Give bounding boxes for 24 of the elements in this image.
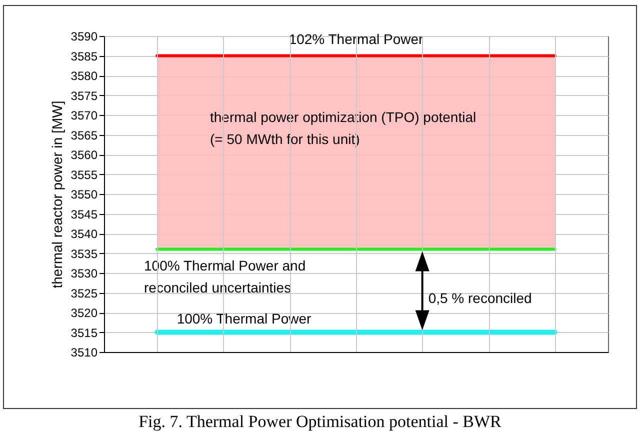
annotation: 0,5 % reconciled bbox=[428, 290, 532, 306]
y-tick-label: 3535 bbox=[70, 246, 98, 261]
y-tick-label: 3565 bbox=[70, 128, 98, 142]
y-tick-label: 3555 bbox=[70, 168, 98, 182]
y-tick-label: 3585 bbox=[70, 49, 98, 64]
y-tick-label: 3575 bbox=[70, 88, 98, 103]
series-label: 100% Thermal Power and reconciled uncertainties bbox=[144, 257, 306, 296]
y-tick-label: 3515 bbox=[70, 326, 98, 340]
series-label: 100% Thermal Power bbox=[176, 310, 312, 326]
y-tick-label: 3545 bbox=[70, 207, 98, 222]
y-tick-label: 3590 bbox=[70, 30, 98, 44]
y-tick-label: 3520 bbox=[70, 306, 98, 320]
y-tick-label: 3530 bbox=[70, 266, 98, 280]
y-tick-label: 3560 bbox=[70, 148, 98, 162]
y-tick-label: 3540 bbox=[70, 227, 98, 241]
text: Fig. 7. Thermal Power Optimisation potential - BWR bbox=[138, 412, 502, 432]
y-axis-title: thermal reactor power in [MW] bbox=[48, 100, 65, 288]
y-tick-label: 3580 bbox=[70, 69, 98, 83]
y-tick-label: 3525 bbox=[70, 286, 98, 300]
y-tick-label: 3550 bbox=[70, 188, 98, 202]
y-tick-label: 3510 bbox=[70, 346, 98, 360]
y-tick-label: 3570 bbox=[70, 108, 98, 122]
band-label: thermal power optimization (TPO) potential (= 50 MWth for this unit) bbox=[210, 108, 476, 147]
series-label: 102% Thermal Power bbox=[288, 30, 424, 47]
